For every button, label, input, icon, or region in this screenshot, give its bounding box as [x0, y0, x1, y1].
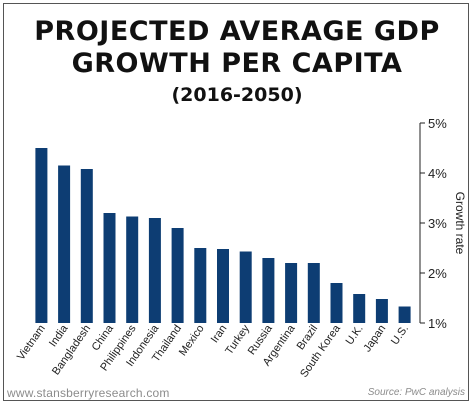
bar-vietnam [35, 148, 48, 323]
y-tick-label: 4% [428, 166, 447, 181]
bar-argentina [285, 263, 298, 323]
bar-indonesia [148, 218, 161, 323]
x-tick-label: Japan [361, 323, 388, 354]
bar-u-k- [353, 294, 366, 323]
bar-philippines [126, 216, 139, 323]
x-tick-label: U.K. [344, 323, 366, 347]
y-tick-label: 2% [428, 266, 447, 281]
y-tick-label: 5% [428, 116, 447, 131]
x-tick-label: U.S. [389, 323, 411, 347]
chart-title-line-1: PROJECTED AVERAGE GDP [34, 16, 440, 47]
y-axis-title: Growth rate [453, 192, 467, 255]
x-tick-label: Vietnam [15, 323, 48, 363]
chart-title-line-2: GROWTH PER CAPITA [71, 48, 403, 79]
bar-mexico [194, 248, 207, 323]
chart-frame [3, 3, 469, 401]
bar-turkey [239, 251, 252, 323]
bar-russia [262, 258, 275, 323]
bar-south-korea [330, 283, 343, 323]
bar-japan [375, 299, 388, 323]
bar-china [103, 213, 116, 323]
y-tick-label: 3% [428, 216, 447, 231]
chart-subtitle: (2016-2050) [171, 84, 303, 106]
website-credit[interactable]: www.stansberryresearch.com [7, 386, 170, 400]
bar-u-s- [398, 306, 411, 323]
bar-iran [217, 249, 229, 323]
x-tick-label: Iran [209, 323, 230, 345]
bar-thailand [171, 228, 184, 323]
source-note: Source: PwC analysis [367, 387, 465, 398]
y-tick-label: 1% [428, 316, 447, 331]
bar-india [58, 165, 71, 323]
bar-bangladesh [80, 169, 93, 323]
bar-brazil [307, 263, 320, 323]
